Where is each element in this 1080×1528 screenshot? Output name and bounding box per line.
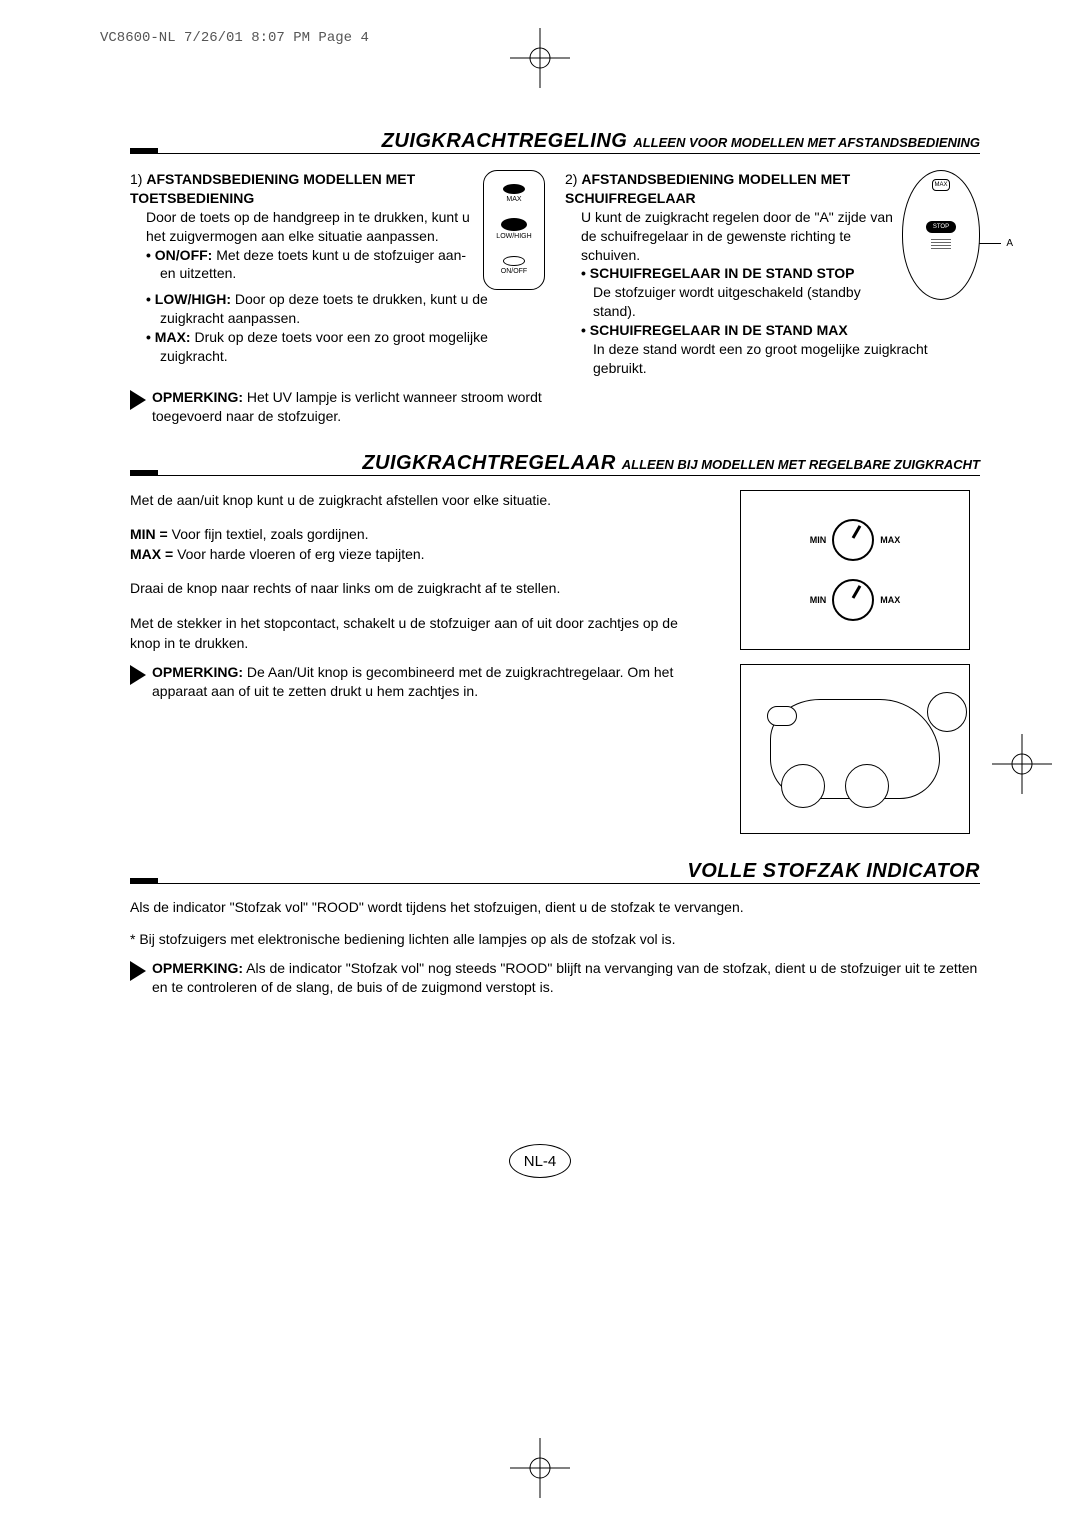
dial-icon (832, 579, 874, 621)
slider-stop-label: STOP (933, 223, 949, 231)
section3-header: VOLLE STOFZAK INDICATOR (130, 860, 980, 884)
s1b-b1-head: • SCHUIFREGELAAR IN DE STAND STOP (565, 264, 896, 283)
slider-max-label: MAX (934, 181, 947, 189)
crop-mark-top-icon (510, 28, 570, 88)
section2-note: OPMERKING: De Aan/Uit knop is gecombinee… (130, 663, 710, 701)
s1b-intro: U kunt de zuigkracht regelen door de "A"… (565, 208, 896, 265)
s1a-heading: AFSTANDSBEDIENING MODELLEN MET TOETSBEDI… (130, 171, 415, 206)
s1b-num: 2) (565, 171, 577, 187)
s3-p2: * Bij stofzuigers met elektronische bedi… (130, 930, 980, 949)
s1b-b1-text: De stofzuiger wordt uitgeschakeld (stand… (565, 283, 896, 321)
section1-note: OPMERKING: Het UV lampje is verlicht wan… (130, 388, 570, 426)
note-arrow-icon (130, 390, 146, 410)
crop-mark-bottom-icon (510, 1438, 570, 1498)
s1b-b2-head: • SCHUIFREGELAAR IN DE STAND MAX (565, 321, 980, 340)
s2-min-text: Voor fijn textiel, zoals gordijnen. (168, 526, 369, 542)
section2-subtitle: ALLEEN BIJ MODELLEN MET REGELBARE ZUIGKR… (622, 457, 980, 472)
dial-max-label: MAX (880, 535, 900, 545)
s1b-heading: AFSTANDSBEDIENING MODELLEN MET SCHUIFREG… (565, 171, 850, 206)
section3-note: OPMERKING: Als de indicator "Stofzak vol… (130, 959, 980, 997)
remote-button-diagram: MAX LOW/HIGH ON/OFF (483, 170, 545, 290)
dial-diagram: MIN MAX MIN MAX (740, 490, 970, 650)
s1a-b3-text: Druk op deze toets voor een zo groot mog… (160, 329, 488, 364)
s2-p3: Draai de knop naar rechts of naar links … (130, 578, 710, 598)
remote-lowhigh-label: LOW/HIGH (496, 232, 531, 241)
s1b-b2-text: In deze stand wordt een zo groot mogelij… (565, 340, 980, 378)
s1a-b2-label: • LOW/HIGH: (146, 291, 231, 307)
dial-min-label-2: MIN (810, 595, 827, 605)
section1-header: ZUIGKRACHTREGELING ALLEEN VOOR MODELLEN … (130, 130, 980, 154)
page-number: NL-4 (509, 1144, 571, 1178)
section1-col-b: 2) AFSTANDSBEDIENING MODELLEN MET SCHUIF… (565, 170, 980, 378)
s3-p1: Als de indicator "Stofzak vol" "ROOD" wo… (130, 898, 980, 917)
vacuum-diagram (740, 664, 970, 834)
s2-max-text: Voor harde vloeren of erg vieze tapijten… (173, 546, 424, 562)
s2-p4: Met de stekker in het stopcontact, schak… (130, 613, 710, 654)
s1a-num: 1) (130, 171, 142, 187)
remote-onoff-label: ON/OFF (501, 267, 527, 276)
s3-note-text: Als de indicator "Stofzak vol" nog steed… (152, 960, 977, 995)
section1-title: ZUIGKRACHTREGELING (382, 130, 628, 153)
dial-max-label-2: MAX (880, 595, 900, 605)
crop-mark-right-icon (992, 734, 1052, 794)
s1a-b3-label: • MAX: (146, 329, 191, 345)
s2-min-label: MIN = (130, 526, 168, 542)
note-arrow-icon (130, 961, 146, 981)
dial-icon (832, 519, 874, 561)
section2-text: Met de aan/uit knop kunt u de zuigkracht… (130, 490, 710, 834)
s1a-b1-label: • ON/OFF: (146, 247, 212, 263)
dial-min-label: MIN (810, 535, 827, 545)
s1-note-label: OPMERKING: (152, 389, 243, 405)
section1-subtitle: ALLEEN VOOR MODELLEN MET AFSTANDSBEDIENI… (633, 135, 980, 150)
s3-note-label: OPMERKING: (152, 960, 243, 976)
slider-a-label: A (1006, 237, 1013, 251)
section3-title: VOLLE STOFZAK INDICATOR (687, 860, 980, 883)
section2-header: ZUIGKRACHTREGELAAR ALLEEN BIJ MODELLEN M… (130, 452, 980, 476)
section2-title: ZUIGKRACHTREGELAAR (362, 452, 615, 475)
remote-max-label: MAX (506, 195, 521, 204)
print-metadata: VC8600-NL 7/26/01 8:07 PM Page 4 (100, 30, 369, 46)
s2-p1: Met de aan/uit knop kunt u de zuigkracht… (130, 490, 710, 510)
note-arrow-icon (130, 665, 146, 685)
section1-col-a: 1) AFSTANDSBEDIENING MODELLEN MET TOETSB… (130, 170, 545, 378)
slider-remote-diagram: MAX STOP A (902, 170, 980, 300)
s1a-intro: Door de toets op de handgreep in te druk… (130, 208, 477, 246)
s2-max-label: MAX = (130, 546, 173, 562)
s2-note-label: OPMERKING: (152, 664, 243, 680)
